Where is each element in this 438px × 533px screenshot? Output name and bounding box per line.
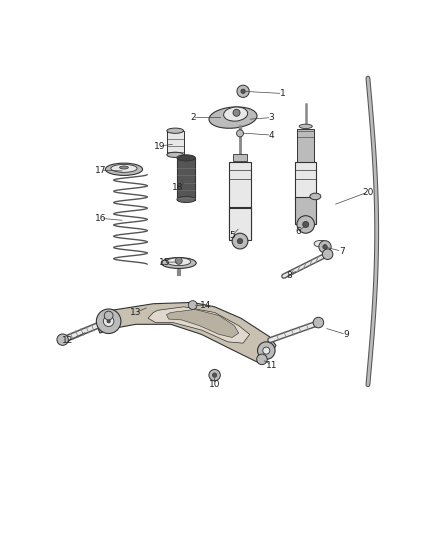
Ellipse shape <box>177 197 195 203</box>
Ellipse shape <box>167 152 184 157</box>
Polygon shape <box>166 310 239 337</box>
Circle shape <box>263 347 270 354</box>
Circle shape <box>233 109 240 116</box>
Circle shape <box>232 233 248 249</box>
Bar <box>177 158 195 200</box>
Circle shape <box>257 354 267 365</box>
Ellipse shape <box>105 163 142 175</box>
Circle shape <box>209 369 220 381</box>
Circle shape <box>107 319 110 323</box>
Circle shape <box>237 85 249 98</box>
Circle shape <box>323 245 327 249</box>
Ellipse shape <box>299 124 312 128</box>
Text: 14: 14 <box>200 302 212 310</box>
Text: 11: 11 <box>266 360 277 369</box>
Text: 1: 1 <box>279 89 286 98</box>
Ellipse shape <box>120 166 128 169</box>
Circle shape <box>103 316 114 327</box>
Text: 18: 18 <box>172 183 183 192</box>
Circle shape <box>241 89 245 93</box>
Text: 5: 5 <box>229 231 235 240</box>
Ellipse shape <box>177 155 195 161</box>
Bar <box>295 163 316 200</box>
Ellipse shape <box>314 240 327 247</box>
Text: 6: 6 <box>295 227 301 236</box>
Ellipse shape <box>161 257 196 269</box>
Text: 8: 8 <box>286 271 292 280</box>
Circle shape <box>313 317 324 328</box>
Text: 16: 16 <box>95 214 106 223</box>
Bar <box>297 128 314 164</box>
Circle shape <box>96 309 121 334</box>
Text: 2: 2 <box>190 113 195 122</box>
Circle shape <box>188 301 197 310</box>
Polygon shape <box>96 302 276 364</box>
Ellipse shape <box>209 107 257 128</box>
Circle shape <box>319 241 331 253</box>
Circle shape <box>104 311 113 320</box>
Bar <box>233 155 247 161</box>
Text: 4: 4 <box>269 131 274 140</box>
Text: 7: 7 <box>339 247 345 256</box>
Circle shape <box>175 257 182 264</box>
Bar <box>295 197 316 223</box>
Bar <box>229 163 251 239</box>
Text: 3: 3 <box>268 113 275 122</box>
Ellipse shape <box>310 193 321 200</box>
Circle shape <box>297 216 314 233</box>
Circle shape <box>258 342 275 359</box>
Circle shape <box>303 221 309 228</box>
Text: 15: 15 <box>159 257 170 266</box>
Circle shape <box>212 373 217 377</box>
Ellipse shape <box>224 107 247 121</box>
Circle shape <box>237 130 244 137</box>
Text: 20: 20 <box>362 188 374 197</box>
Bar <box>229 207 251 240</box>
Circle shape <box>57 334 68 345</box>
Circle shape <box>237 238 243 244</box>
Circle shape <box>322 249 333 260</box>
Ellipse shape <box>111 165 137 172</box>
Text: 19: 19 <box>154 142 166 150</box>
Text: 12: 12 <box>62 336 74 345</box>
Ellipse shape <box>167 128 184 133</box>
Text: 17: 17 <box>95 166 106 175</box>
Polygon shape <box>148 307 250 343</box>
Bar <box>167 131 184 155</box>
Text: 13: 13 <box>130 308 141 317</box>
Text: 9: 9 <box>343 330 349 339</box>
Ellipse shape <box>166 258 191 265</box>
Text: 10: 10 <box>209 380 220 389</box>
